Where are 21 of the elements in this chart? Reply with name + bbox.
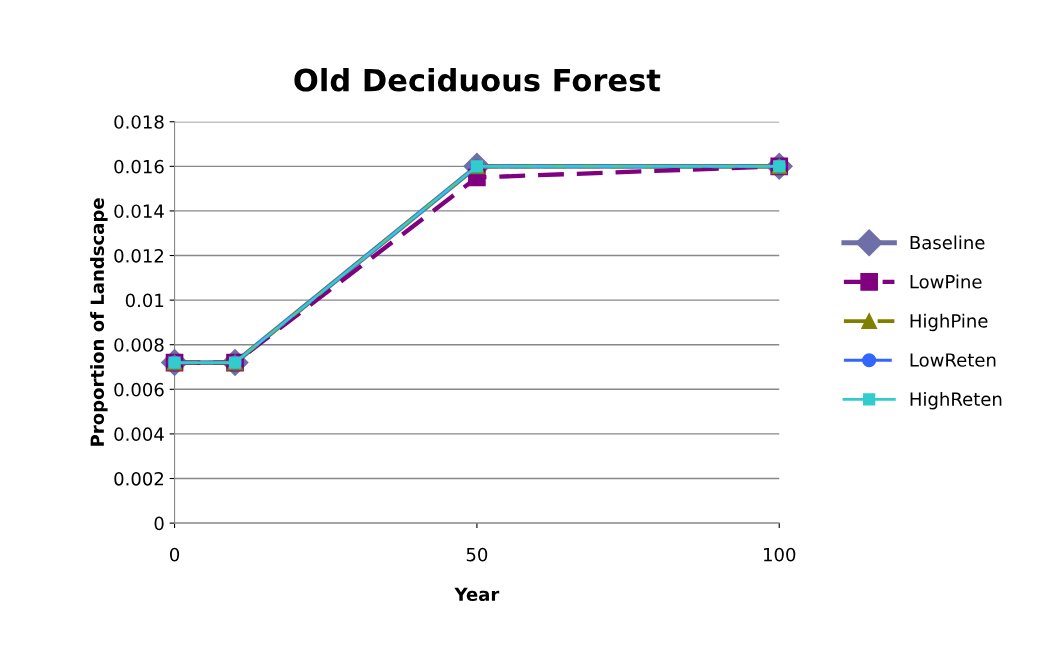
chart-title: Old Deciduous Forest — [294, 67, 661, 92]
y-tick-label: 0.004 — [114, 427, 164, 442]
y-tick-label: 0.014 — [114, 204, 164, 219]
legend-label: Baseline — [910, 235, 985, 250]
y-tick-label: 0.008 — [114, 338, 164, 352]
y-tick-label: 0 — [154, 516, 164, 531]
legend-label: LowReten — [910, 353, 996, 367]
x-tick-label: 50 — [466, 547, 488, 562]
y-axis-title: Proportion of Landscape — [90, 198, 108, 446]
x-tick-label: 0 — [170, 547, 180, 562]
y-tick-label: 0.018 — [114, 115, 164, 129]
legend-label: LowPine — [910, 274, 982, 289]
y-tick-label: 0.002 — [114, 471, 164, 486]
x-axis-title: Year — [454, 587, 500, 602]
y-tick-label: 0.016 — [114, 159, 164, 174]
x-tick-label: 100 — [764, 547, 796, 562]
y-tick-label: 0.006 — [114, 382, 164, 397]
y-tick-label: 0.01 — [125, 293, 164, 308]
y-tick-label: 0.012 — [114, 248, 164, 263]
legend-label: HighReten — [910, 391, 1002, 410]
legend-label: HighPine — [910, 313, 988, 332]
